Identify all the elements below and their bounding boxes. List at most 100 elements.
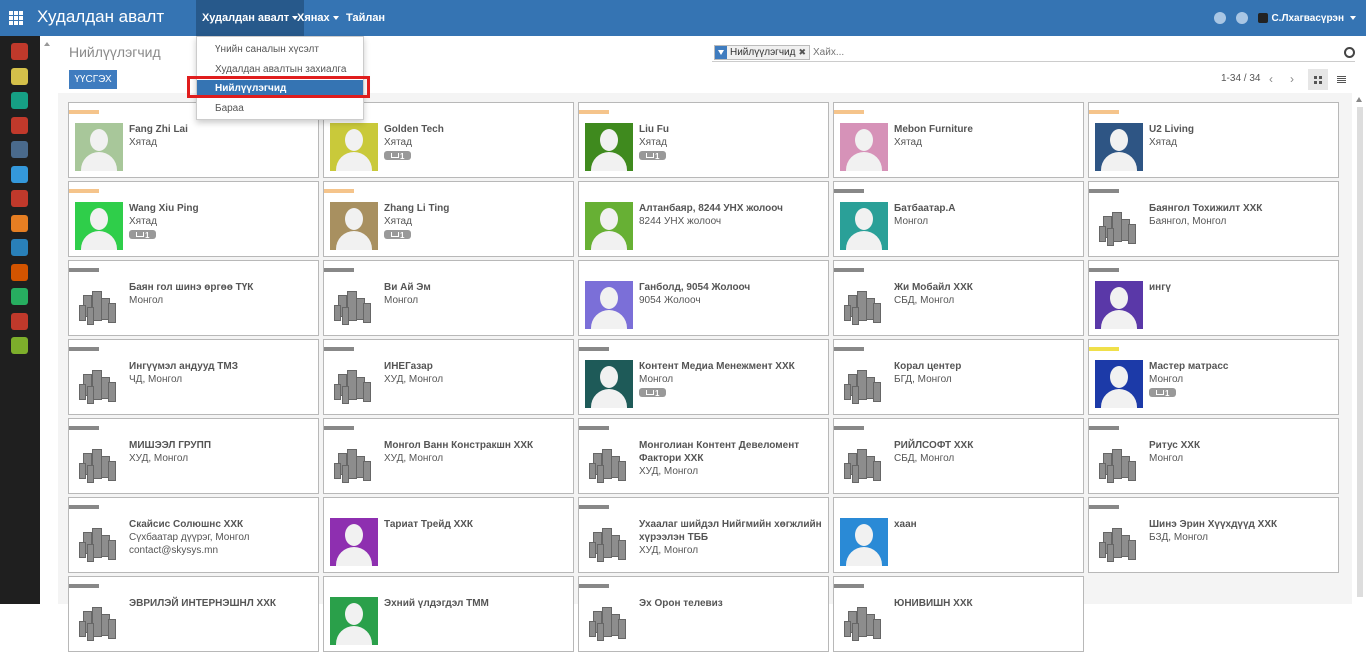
supplier-card[interactable]: Баянгол Тохижилт ХХК Баянгол, Монгол — [1088, 181, 1339, 257]
supplier-card[interactable]: Батбаатар.А Монгол — [833, 181, 1084, 257]
supplier-card[interactable]: Жи Мобайл ХХК СБД, Монгол — [833, 260, 1084, 336]
person-avatar-icon — [585, 360, 633, 408]
breadcrumb[interactable]: Нийлүүлэгчид — [69, 44, 161, 60]
scroll-up-icon[interactable] — [44, 42, 50, 46]
create-button[interactable]: ҮҮСГЭХ — [69, 70, 117, 89]
apps-grid-icon[interactable] — [9, 11, 23, 25]
supplier-name: U2 Living — [1149, 124, 1195, 135]
supplier-card[interactable]: Корал центер БГД, Монгол — [833, 339, 1084, 415]
supplier-card[interactable]: Эх Орон телевиз — [578, 576, 829, 652]
remove-facet-icon[interactable]: ✖ — [798, 47, 806, 57]
crm-icon[interactable] — [11, 92, 28, 109]
dropdown-item[interactable]: Худалдан авалтын захиалга — [215, 63, 347, 75]
dropdown-item[interactable]: Үнийн саналын хүсэлт — [215, 44, 319, 55]
pos-icon[interactable] — [11, 141, 28, 158]
search-bar: Нийлүүлэгчид ✖ — [712, 43, 1355, 62]
company-building-icon — [1095, 439, 1143, 487]
purchase-count-badge[interactable] — [384, 229, 411, 242]
purchase-icon[interactable] — [11, 214, 28, 232]
supplier-name: Корал центер — [894, 361, 962, 372]
menu-report[interactable]: Тайлан — [340, 0, 391, 36]
search-icon[interactable] — [1344, 47, 1355, 58]
supplier-card[interactable]: Шинэ Эрин Хүүхдүүд ХХК БЗД, Монгол — [1088, 497, 1339, 573]
person-avatar-icon — [1095, 123, 1143, 171]
supplier-card[interactable]: Ингүүмэл андууд ТМЗ ЧД, Монгол — [68, 339, 319, 415]
dropdown-item[interactable]: Нийлүүлэгчид — [197, 80, 363, 98]
user-name: С.Лхагвасүрэн — [1271, 12, 1344, 24]
chat-icon[interactable] — [11, 43, 28, 60]
supplier-card[interactable]: Ухаалаг шийдэл Нийгмийн хөгжлийн хүрээлэ… — [578, 497, 829, 573]
supplier-card[interactable]: хаан — [833, 497, 1084, 573]
supplier-card[interactable]: Мастер матрасс Монгол — [1088, 339, 1339, 415]
pager-value[interactable]: 1-34 / 34 — [1221, 73, 1261, 84]
settings-icon[interactable] — [11, 337, 28, 354]
contacts-icon[interactable] — [11, 288, 28, 305]
notes-icon[interactable] — [11, 67, 28, 85]
website-icon[interactable] — [11, 263, 28, 281]
inventory-icon[interactable] — [11, 190, 28, 207]
search-input[interactable] — [813, 45, 1313, 60]
menu-reporting[interactable]: Хянах — [291, 0, 345, 36]
supplier-name: Монгол Ванн Констракшн ХХК — [384, 440, 534, 451]
invoicing-icon[interactable] — [11, 165, 28, 183]
company-building-icon — [840, 360, 888, 408]
person-avatar-icon — [840, 518, 888, 566]
supplier-card[interactable]: Алтанбаяр, 8244 УНХ жолооч 8244 УНХ жолоо… — [578, 181, 829, 257]
person-avatar-icon — [585, 202, 633, 250]
employees-icon[interactable] — [11, 239, 28, 256]
list-view-button[interactable] — [1331, 69, 1351, 90]
supplier-card[interactable]: Тариат Трейд ХХК — [323, 497, 574, 573]
person-avatar-icon — [840, 123, 888, 171]
supplier-card[interactable]: Mebon Furniture Хятад — [833, 102, 1084, 178]
supplier-card[interactable]: ИНЕГазар ХУД, Монгол — [323, 339, 574, 415]
menu-purchase[interactable]: Худалдан авалт — [196, 0, 305, 36]
scrollbar-thumb[interactable] — [1357, 107, 1363, 597]
purchase-count-badge[interactable] — [639, 387, 666, 400]
purchase-count-badge[interactable] — [384, 150, 411, 163]
supplier-card[interactable]: ингү — [1088, 260, 1339, 336]
supplier-card[interactable]: Баян гол шинэ өргөө ТҮК Монгол — [68, 260, 319, 336]
supplier-card[interactable]: Эхний үлдэгдэл ТММ — [323, 576, 574, 652]
user-menu[interactable]: С.Лхагвасүрэн — [1258, 13, 1356, 24]
person-avatar-icon — [75, 202, 123, 250]
supplier-card[interactable]: Ганболд, 9054 Жолооч 9054 Жолооч — [578, 260, 829, 336]
supplier-detail: Баянгол, Монгол — [1149, 216, 1227, 227]
supplier-name: Тариат Трейд ХХК — [384, 519, 474, 530]
supplier-card[interactable]: Ритус ХХК Монгол — [1088, 418, 1339, 494]
kanban-view-button[interactable] — [1308, 69, 1328, 90]
dropdown-item[interactable]: Бараа — [215, 102, 244, 114]
pager-next-icon[interactable]: › — [1290, 72, 1294, 86]
supplier-detail: Сүхбаатар дүүрэг, Монгол — [129, 532, 250, 543]
scroll-up-icon[interactable] — [1356, 97, 1362, 102]
purchase-count-badge[interactable] — [639, 150, 666, 163]
supplier-card[interactable]: ЮНИВИШН ХХК — [833, 576, 1084, 652]
chat-bubble-icon[interactable] — [1236, 12, 1249, 24]
supplier-card[interactable]: МИШЭЭЛ ГРУПП ХУД, Монгол — [68, 418, 319, 494]
supplier-name: Golden Tech — [384, 124, 444, 135]
supplier-card[interactable]: РИЙЛСОФТ ХХК СБД, Монгол — [833, 418, 1084, 494]
supplier-card[interactable]: Контент Медиа Менежмент ХХК Монгол — [578, 339, 829, 415]
supplier-card[interactable]: Скайсис Солюшнс ХХК Сүхбаатар дүүрэг, Мон… — [68, 497, 319, 573]
highlight-box — [187, 76, 370, 98]
supplier-card[interactable]: U2 Living Хятад — [1088, 102, 1339, 178]
supplier-card[interactable]: Ви Ай Эм Монгол — [323, 260, 574, 336]
supplier-card[interactable]: ЭВРИЛЭЙ ИНТЕРНЭШНЛ ХХК — [68, 576, 319, 652]
color-tag — [579, 110, 609, 114]
pager-previous-icon[interactable]: ‹ — [1269, 72, 1273, 86]
supplier-card[interactable]: Wang Xiu Ping Хятад — [68, 181, 319, 257]
dashboard-icon[interactable] — [11, 312, 28, 330]
purchase-count-badge[interactable] — [129, 229, 156, 242]
supplier-card[interactable]: Liu Fu Хятад — [578, 102, 829, 178]
supplier-info: Ритус ХХК Монгол — [1149, 439, 1335, 465]
supplier-card[interactable]: Монголиан Контент Девеломент Фактори ХХК… — [578, 418, 829, 494]
purchase-count-badge[interactable] — [1149, 387, 1176, 400]
supplier-detail: Хятад — [129, 216, 157, 227]
company-building-icon — [75, 281, 123, 329]
help-icon[interactable] — [1214, 12, 1227, 24]
supplier-card[interactable]: Golden Tech Хятад — [323, 102, 574, 178]
supplier-info: Ухаалаг шийдэл Нийгмийн хөгжлийн хүрээлэ… — [639, 518, 825, 557]
supplier-card[interactable]: Монгол Ванн Констракшн ХХК ХУД, Монгол — [323, 418, 574, 494]
supplier-card[interactable]: Zhang Li Ting Хятад — [323, 181, 574, 257]
scrollbar[interactable] — [1354, 93, 1366, 604]
sales-icon[interactable] — [11, 116, 28, 134]
